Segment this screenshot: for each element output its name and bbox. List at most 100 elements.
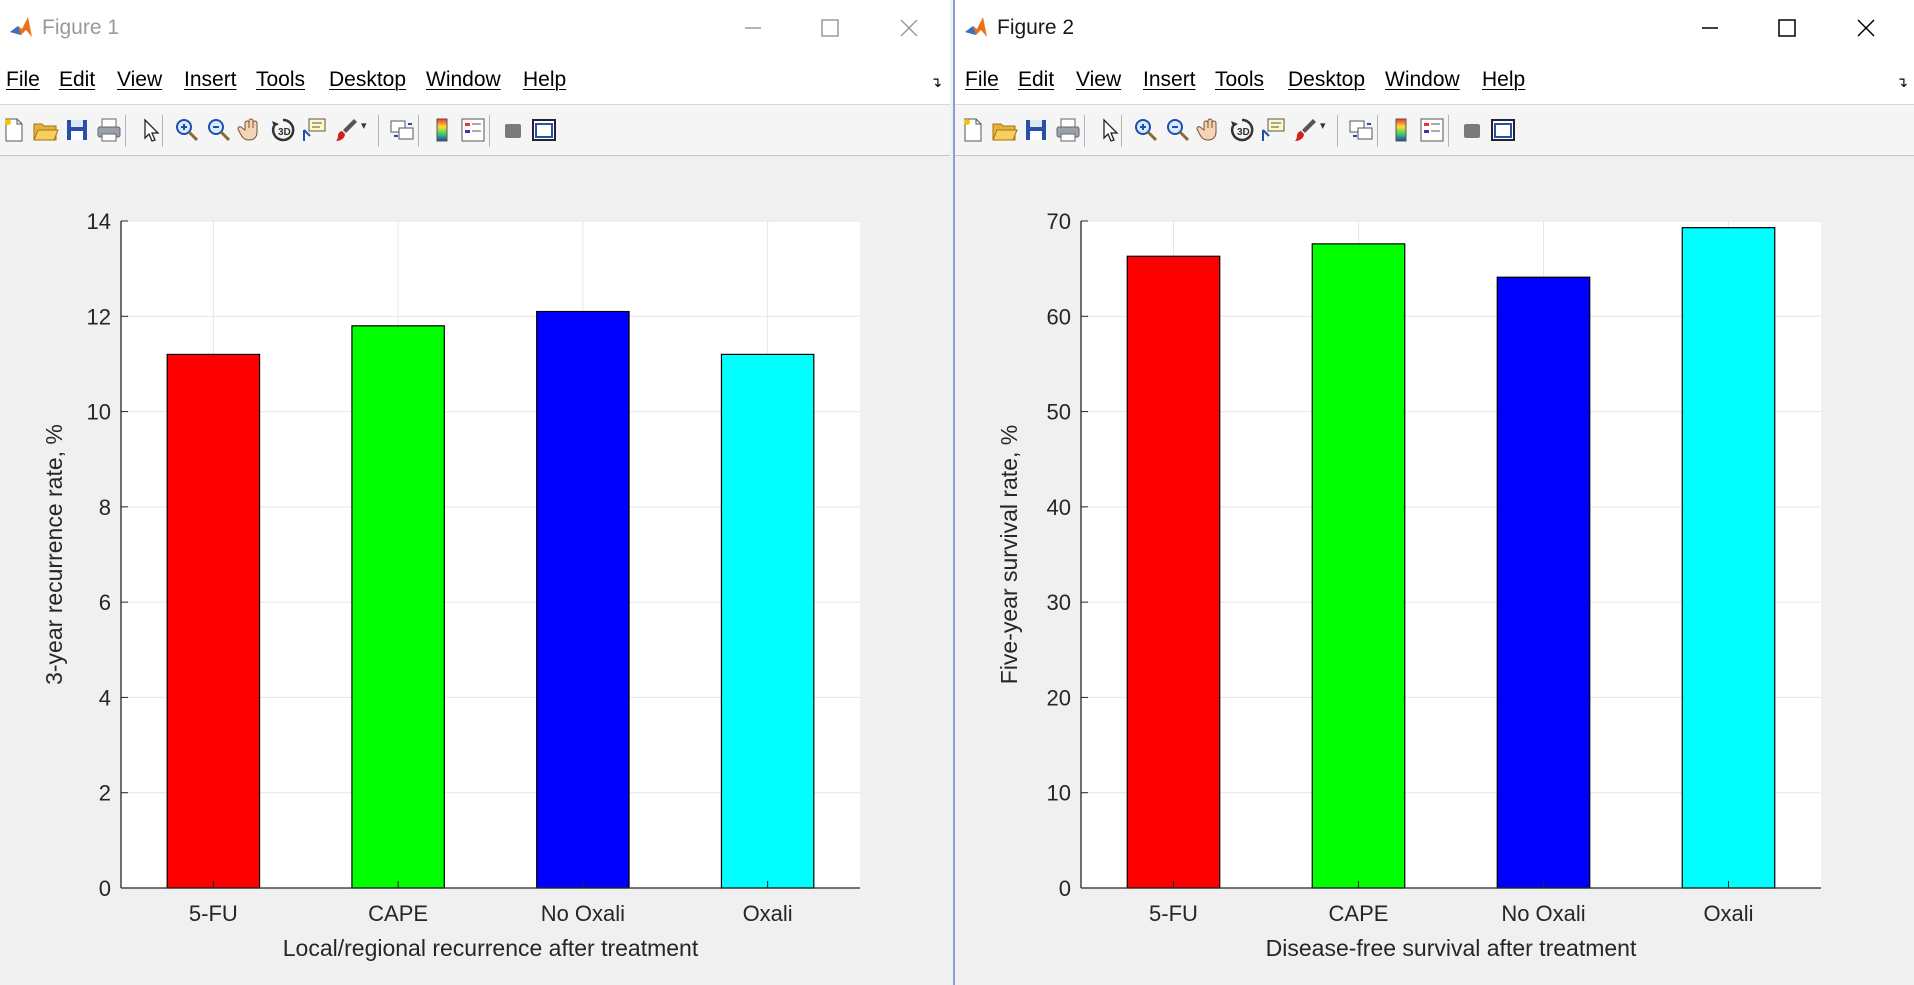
bar-no-oxali[interactable]: [1496, 276, 1591, 889]
menu-tools[interactable]: Tools: [256, 68, 306, 91]
menu-insert[interactable]: Insert: [1143, 68, 1196, 91]
dock-arrow-icon[interactable]: ↴: [1896, 74, 1908, 90]
new-figure-icon[interactable]: [959, 116, 987, 144]
hide-plot-tools-icon[interactable]: [499, 116, 527, 144]
menu-window[interactable]: Window: [426, 68, 501, 91]
window-title: Figure 1: [42, 16, 120, 39]
menu-tools[interactable]: Tools: [1215, 68, 1265, 91]
menu-insert[interactable]: Insert: [184, 68, 237, 91]
y-tick-label: 50: [1047, 400, 1071, 425]
brush-icon[interactable]: [332, 116, 360, 144]
new-figure-icon[interactable]: [0, 116, 28, 144]
y-tick-label: 70: [1047, 209, 1071, 234]
menu-bar: File Edit View Insert Tools Desktop Wind…: [0, 56, 950, 105]
toolbar-separator: [418, 115, 419, 147]
toolbar-separator: [125, 115, 126, 147]
menu-bar: File Edit View Insert Tools Desktop Wind…: [955, 56, 1914, 105]
zoom-in-icon[interactable]: [1132, 116, 1160, 144]
menu-help[interactable]: Help: [1482, 68, 1526, 91]
figure-2-window: Figure 2 File Edit View Insert Tools Des…: [953, 0, 1914, 985]
rotate-3d-icon[interactable]: 3D: [269, 116, 297, 144]
close-button[interactable]: [881, 6, 937, 50]
print-icon[interactable]: [95, 116, 123, 144]
bar-5-fu[interactable]: [1126, 255, 1221, 889]
menu-view[interactable]: View: [117, 68, 163, 91]
pan-hand-icon[interactable]: [237, 116, 265, 144]
close-button[interactable]: [1838, 6, 1894, 50]
maximize-button[interactable]: [802, 6, 858, 50]
menu-help[interactable]: Help: [523, 68, 567, 91]
zoom-out-icon[interactable]: [205, 116, 233, 144]
legend-icon[interactable]: [459, 116, 487, 144]
menu-edit[interactable]: Edit: [1018, 68, 1055, 91]
open-file-icon[interactable]: [31, 116, 59, 144]
matlab-logo-icon: [10, 17, 32, 37]
maximize-button[interactable]: [1759, 6, 1815, 50]
bar-no-oxali[interactable]: [536, 310, 630, 889]
data-cursor-icon[interactable]: [300, 116, 328, 144]
legend-icon[interactable]: [1418, 116, 1446, 144]
x-axis-label: Local/regional recurrence after treatmen…: [283, 935, 699, 961]
figure-1-window: Figure 1 File Edit View Insert Tools Des…: [0, 0, 950, 985]
x-tick-label: 5-FU: [189, 901, 238, 926]
toolbar-separator: [162, 115, 163, 147]
close-icon: [900, 19, 918, 37]
svg-text:3D: 3D: [278, 127, 291, 138]
bar-cape[interactable]: [351, 325, 445, 889]
toolbar-separator: [489, 115, 490, 147]
figure-toolbar: 3D ▾: [0, 105, 950, 156]
pan-hand-icon[interactable]: [1196, 116, 1224, 144]
y-tick-label: 30: [1047, 590, 1071, 615]
title-bar[interactable]: Figure 2: [955, 0, 1914, 56]
zoom-out-icon[interactable]: [1164, 116, 1192, 144]
bar-oxali[interactable]: [720, 353, 815, 889]
y-tick-label: 8: [99, 495, 111, 520]
menu-desktop[interactable]: Desktop: [329, 68, 407, 91]
matlab-logo-icon: [965, 17, 987, 37]
show-plot-tools-icon[interactable]: [1489, 116, 1517, 144]
rotate-3d-icon[interactable]: 3D: [1228, 116, 1256, 144]
y-tick-label: 0: [99, 876, 111, 901]
link-plot-icon[interactable]: [1347, 116, 1375, 144]
select-pointer-icon[interactable]: [1095, 116, 1123, 144]
y-tick-label: 14: [87, 209, 111, 234]
brush-icon[interactable]: [1291, 116, 1319, 144]
toolbar-separator: [1448, 115, 1449, 147]
y-tick-label: 4: [99, 685, 111, 710]
minimize-button[interactable]: [725, 6, 781, 50]
select-pointer-icon[interactable]: [136, 116, 164, 144]
dock-arrow-icon[interactable]: ↴: [930, 74, 942, 90]
menu-file[interactable]: File: [965, 68, 999, 91]
menu-file[interactable]: File: [6, 68, 40, 91]
colorbar-icon[interactable]: [428, 116, 456, 144]
minimize-button[interactable]: [1682, 6, 1738, 50]
brush-dropdown-icon[interactable]: ▾: [361, 120, 367, 132]
bar-5-fu[interactable]: [166, 353, 261, 889]
toolbar-separator: [1121, 115, 1122, 147]
y-tick-label: 60: [1047, 304, 1071, 329]
menu-edit[interactable]: Edit: [59, 68, 96, 91]
y-tick-label: 10: [1047, 781, 1071, 806]
show-plot-tools-icon[interactable]: [530, 116, 558, 144]
y-tick-label: 40: [1047, 495, 1071, 520]
link-plot-icon[interactable]: [388, 116, 416, 144]
brush-dropdown-icon[interactable]: ▾: [1320, 120, 1326, 132]
colorbar-icon[interactable]: [1387, 116, 1415, 144]
x-tick-label: CAPE: [1329, 901, 1389, 926]
x-axis-label: Disease-free survival after treatment: [1266, 935, 1637, 961]
minimize-icon: [1702, 27, 1718, 29]
save-icon[interactable]: [1022, 116, 1050, 144]
open-file-icon[interactable]: [990, 116, 1018, 144]
y-tick-label: 12: [87, 304, 111, 329]
menu-desktop[interactable]: Desktop: [1288, 68, 1366, 91]
bar-oxali[interactable]: [1681, 227, 1776, 889]
print-icon[interactable]: [1054, 116, 1082, 144]
zoom-in-icon[interactable]: [173, 116, 201, 144]
title-bar[interactable]: Figure 1: [0, 0, 950, 56]
menu-window[interactable]: Window: [1385, 68, 1460, 91]
data-cursor-icon[interactable]: [1259, 116, 1287, 144]
bar-cape[interactable]: [1311, 243, 1406, 889]
menu-view[interactable]: View: [1076, 68, 1122, 91]
hide-plot-tools-icon[interactable]: [1458, 116, 1486, 144]
save-icon[interactable]: [63, 116, 91, 144]
